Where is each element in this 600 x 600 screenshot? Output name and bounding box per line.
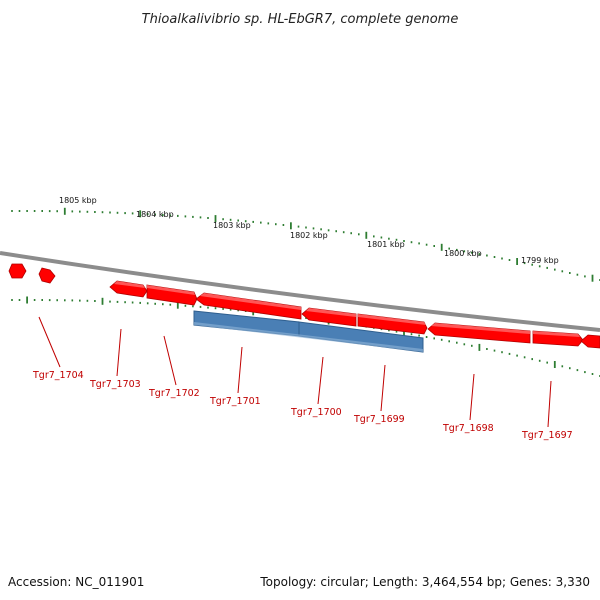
gene-arrow[interactable] (301, 307, 357, 327)
gene-label[interactable]: Tgr7_1700 (290, 407, 342, 418)
gene-label[interactable]: Tgr7_1697 (521, 430, 573, 441)
gene-label[interactable]: Tgr7_1704 (32, 370, 84, 381)
gene-arrow[interactable] (427, 322, 531, 344)
leader-line (237, 346, 243, 394)
kbp-label-1800: 1800 kbp (444, 249, 482, 258)
accession-text: Accession: NC_011901 (8, 575, 144, 589)
map-title: Thioalkalivibrio sp. HL-EbGR7, complete … (142, 12, 459, 27)
gene-arrow[interactable] (109, 280, 148, 298)
kbp-labels: 1805 kbp 1804 kbp 1803 kbp 1802 kbp 1801… (59, 196, 559, 265)
kbp-label-1801: 1801 kbp (367, 240, 405, 249)
gene-label[interactable]: Tgr7_1701 (209, 396, 261, 407)
gene-arrow[interactable] (38, 267, 56, 284)
kbp-label-1804: 1804 kbp (136, 210, 174, 219)
leader-line (116, 328, 122, 377)
gene-label[interactable]: Tgr7_1698 (442, 423, 494, 434)
highlighted-feature[interactable] (193, 310, 424, 353)
leader-line (317, 356, 324, 405)
gene-label-group (38, 316, 552, 428)
leader-line (163, 335, 177, 386)
leader-line (547, 380, 552, 428)
kbp-label-1805: 1805 kbp (59, 196, 97, 205)
gene-label[interactable]: Tgr7_1702 (148, 388, 200, 399)
gene-arrow[interactable] (580, 334, 600, 349)
upper-scale-track (11, 207, 600, 282)
gene-arrow[interactable] (532, 330, 584, 347)
gene-label[interactable]: Tgr7_1699 (353, 414, 405, 425)
genome-backbone (0, 251, 600, 332)
leader-line (469, 373, 475, 421)
gene-arrow[interactable] (357, 313, 428, 335)
gene-label[interactable]: Tgr7_1703 (89, 379, 141, 390)
leader-line (38, 316, 61, 368)
kbp-label-1803: 1803 kbp (213, 221, 251, 230)
gene-arrow[interactable] (195, 292, 302, 320)
genome-summary-text: Topology: circular; Length: 3,464,554 bp… (259, 575, 590, 589)
kbp-label-1802: 1802 kbp (290, 231, 328, 240)
gene-arrow[interactable] (8, 263, 27, 279)
kbp-label-1799: 1799 kbp (521, 256, 559, 265)
leader-line (380, 364, 386, 412)
gene-features (8, 263, 600, 349)
gene-arrow[interactable] (146, 284, 198, 306)
gene-labels: Tgr7_1704 Tgr7_1703 Tgr7_1702 Tgr7_1701 … (32, 370, 573, 441)
